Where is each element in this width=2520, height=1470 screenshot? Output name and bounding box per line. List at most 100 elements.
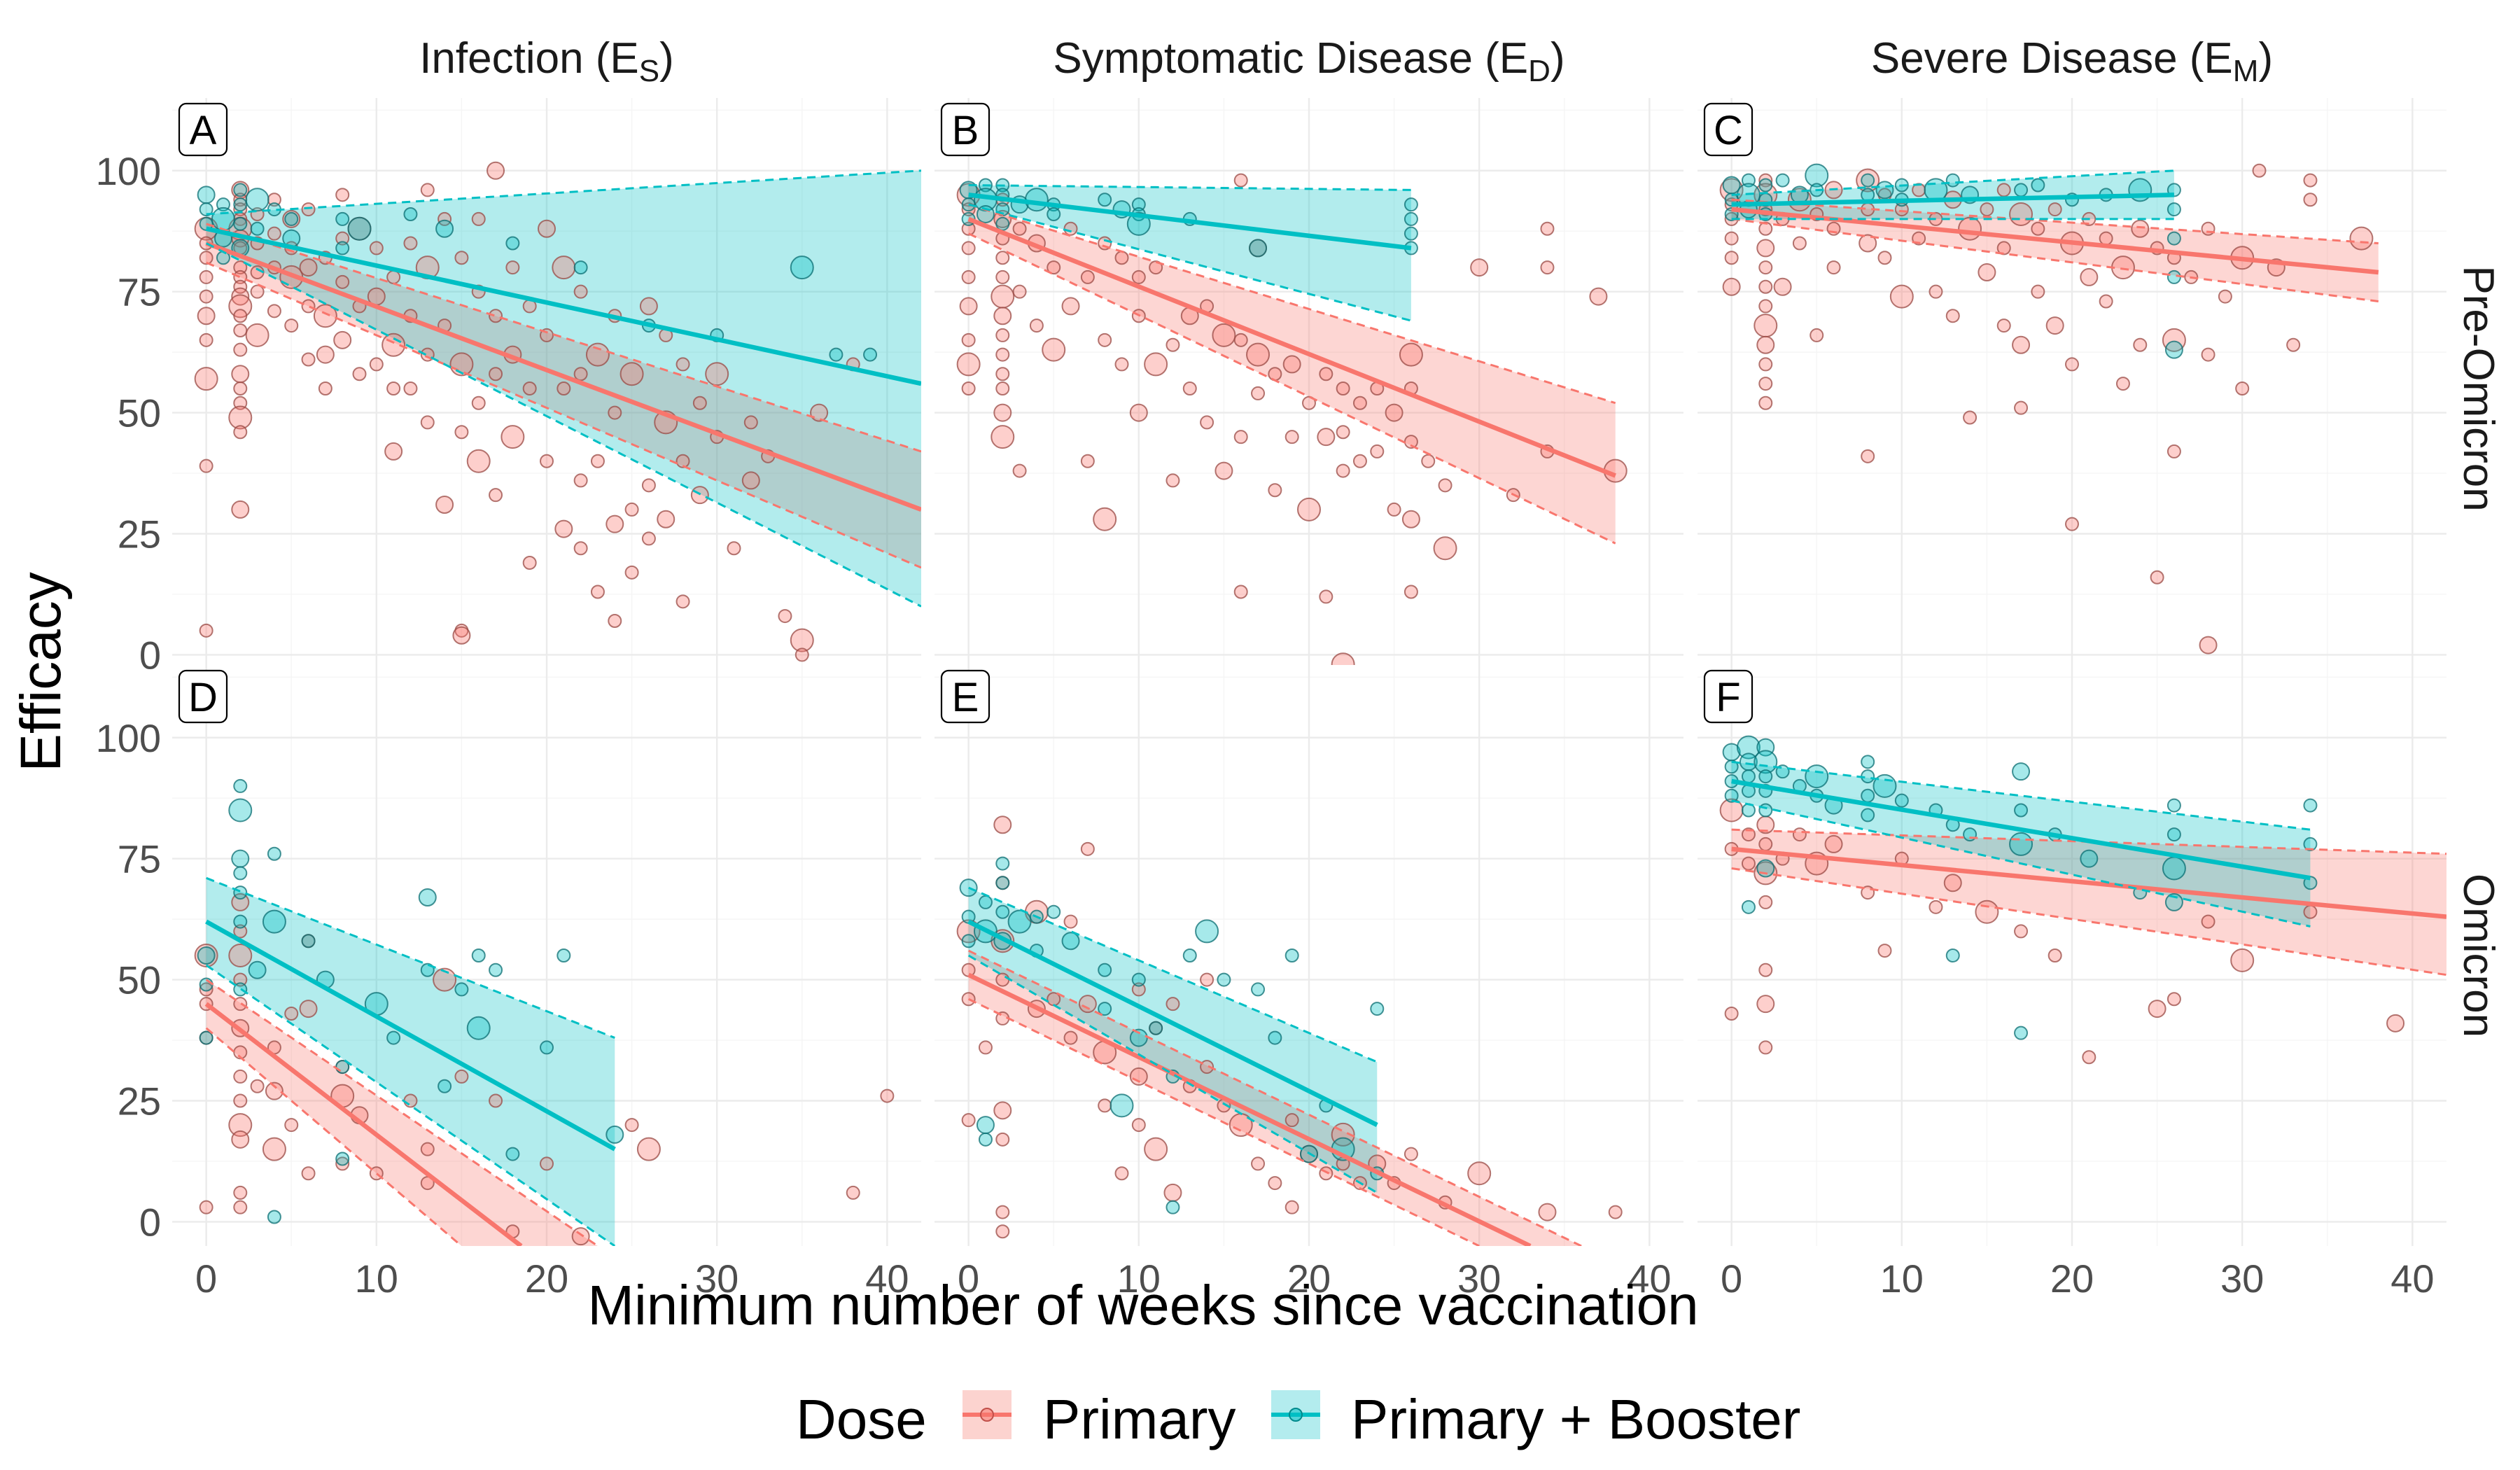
data-point-booster <box>1736 735 1760 760</box>
data-point-primary <box>1758 299 1773 314</box>
data-point-booster <box>301 934 316 948</box>
x-tick-label: 10 <box>355 1256 398 1301</box>
x-tick-label: 40 <box>2390 1256 2434 1301</box>
y-tick-label: 100 <box>96 716 161 760</box>
data-point-booster <box>233 886 248 900</box>
data-point-primary <box>1977 263 1996 281</box>
data-point-booster <box>1758 769 1773 784</box>
data-point-booster <box>978 1132 993 1147</box>
data-point-primary <box>267 304 281 318</box>
data-point-booster <box>466 1016 491 1040</box>
data-point-primary <box>620 362 644 386</box>
data-point-booster <box>2166 202 2181 217</box>
data-point-primary <box>2045 316 2064 335</box>
data-point-primary <box>1200 415 1214 430</box>
data-point-booster <box>1775 173 1790 188</box>
data-point-primary <box>959 297 978 316</box>
data-point-primary <box>1163 1183 1182 1202</box>
data-point-primary <box>471 396 486 410</box>
data-point-primary <box>590 454 605 468</box>
fit-line-booster <box>205 226 921 386</box>
data-point-booster <box>1724 788 1739 803</box>
data-point-primary <box>1608 1205 1623 1219</box>
data-point-primary <box>1758 357 1773 372</box>
data-point-primary <box>1302 396 1316 410</box>
svg-text:D: D <box>188 675 218 720</box>
ci-ribbon-primary <box>968 204 1616 544</box>
data-point-primary <box>233 342 248 357</box>
data-point-booster <box>435 219 454 238</box>
data-point-booster <box>995 856 1010 871</box>
data-point-booster <box>1945 948 1960 962</box>
data-point-booster <box>2303 836 2318 851</box>
data-point-booster <box>2166 231 2181 246</box>
data-point-booster <box>1861 788 1875 803</box>
data-point-booster <box>1805 764 1829 789</box>
data-point-primary <box>1856 168 1880 192</box>
data-point-primary <box>676 357 690 372</box>
data-point-booster <box>1046 904 1061 919</box>
data-point-booster <box>228 798 253 822</box>
data-point-primary <box>1093 507 1117 531</box>
data-point-primary <box>554 519 573 538</box>
data-point-primary <box>1212 323 1236 347</box>
data-point-primary <box>1404 1147 1418 1161</box>
fit-line-primary <box>205 241 921 512</box>
data-point-primary <box>608 614 622 628</box>
data-point-primary <box>790 628 814 652</box>
data-point-primary <box>2150 570 2164 584</box>
data-point-primary <box>1996 241 2011 255</box>
data-point-primary <box>538 219 556 238</box>
data-point-primary <box>1758 836 1773 851</box>
data-point-primary <box>267 226 281 241</box>
y-tick-label: 100 <box>96 149 161 193</box>
data-point-primary <box>233 425 248 440</box>
data-point-primary <box>1792 827 1807 842</box>
data-point-primary <box>438 211 452 226</box>
data-point-primary <box>233 309 248 323</box>
data-point-primary <box>1297 497 1321 522</box>
data-point-primary <box>676 594 690 609</box>
data-point-primary <box>1080 454 1095 468</box>
data-point-primary <box>420 1142 435 1156</box>
data-point-primary <box>573 284 588 299</box>
ci-ribbon-booster <box>1731 762 2311 927</box>
data-point-primary <box>335 231 350 246</box>
data-point-booster <box>2162 856 2186 881</box>
data-point-primary <box>1943 874 1962 892</box>
data-point-primary <box>2014 400 2029 415</box>
ci-bound <box>968 184 1411 191</box>
data-point-booster <box>1182 948 1197 962</box>
data-point-primary <box>233 1069 248 1084</box>
ci-bound <box>205 964 616 1246</box>
data-point-primary <box>2047 202 2062 217</box>
data-point-primary <box>2303 904 2318 919</box>
data-point-primary <box>466 449 491 473</box>
data-point-primary <box>333 330 352 349</box>
data-point-primary <box>1758 396 1773 410</box>
data-point-primary <box>1046 260 1061 275</box>
data-point-primary <box>990 425 1015 449</box>
data-point-booster <box>267 846 281 861</box>
data-point-primary <box>2099 294 2113 309</box>
data-point-primary <box>233 1093 248 1108</box>
x-tick-label: 30 <box>695 1256 738 1301</box>
ci-bound <box>967 954 1378 1194</box>
data-point-primary <box>1792 236 1807 251</box>
data-point-booster <box>1741 769 1756 784</box>
data-point-booster <box>2009 832 2033 856</box>
data-point-primary <box>1336 463 1350 478</box>
data-point-booster <box>199 1030 214 1045</box>
data-point-primary <box>573 367 588 382</box>
data-point-primary <box>1319 1166 1334 1181</box>
data-point-primary <box>228 944 253 967</box>
data-point-primary <box>1078 995 1097 1014</box>
data-point-primary <box>1758 279 1773 294</box>
data-point-primary <box>299 258 318 277</box>
data-point-booster <box>197 946 216 965</box>
ci-bound <box>206 169 921 216</box>
data-point-booster <box>197 186 216 204</box>
data-point-primary <box>2286 337 2301 352</box>
data-point-primary <box>2201 347 2216 362</box>
